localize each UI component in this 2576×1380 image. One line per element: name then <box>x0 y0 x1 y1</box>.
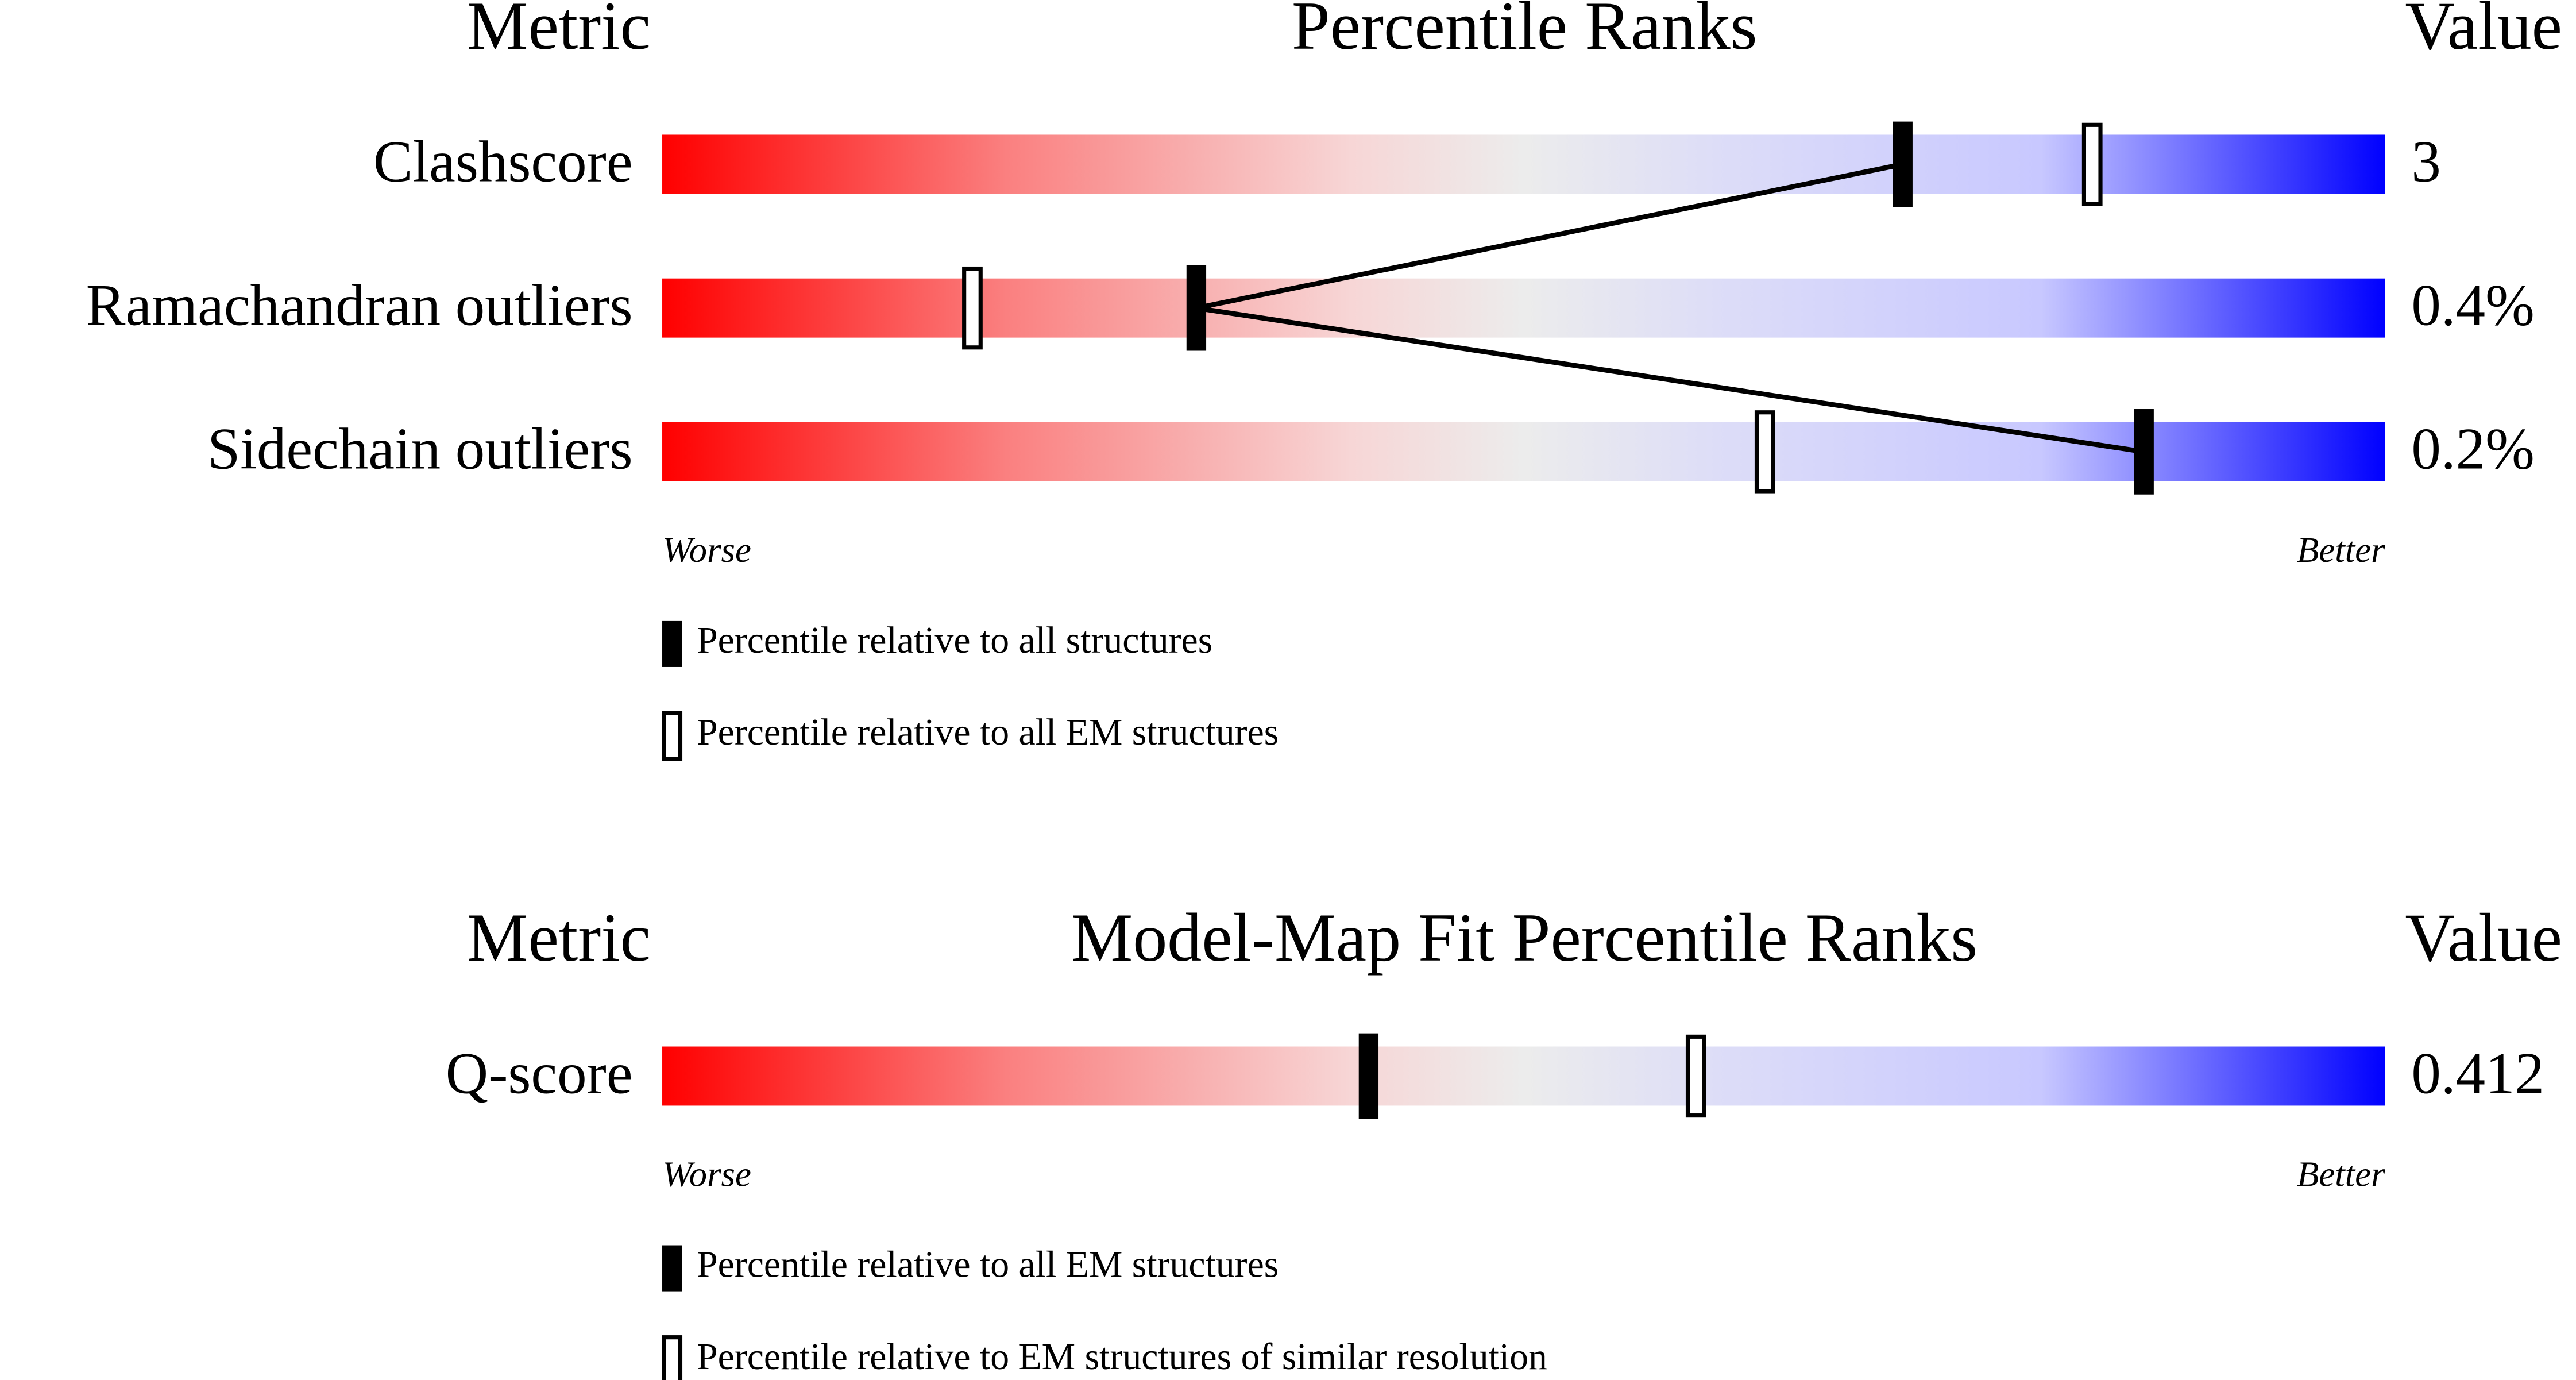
worse-label: Worse <box>662 530 751 570</box>
value-header: Value <box>2405 899 2562 976</box>
value-header: Value <box>2405 0 2562 64</box>
legend-marker <box>662 1245 682 1292</box>
legend-label: Percentile relative to EM structures of … <box>697 1336 1547 1378</box>
better-label: Better <box>2297 1154 2385 1194</box>
connector-line <box>1196 161 1903 311</box>
metric-value: 0.412 <box>2411 1040 2544 1106</box>
legend-label: Percentile relative to all EM structures <box>697 711 1279 753</box>
legend-marker <box>662 620 682 667</box>
chart-title: Model-Map Fit Percentile Ranks <box>1071 899 1978 976</box>
percentile-marker-filled <box>1186 265 1207 351</box>
legend-label: Percentile relative to all structures <box>697 619 1212 661</box>
percentile-marker-hollow <box>2081 122 2103 206</box>
connector-line <box>1196 305 2145 454</box>
metric-label: Clashscore <box>373 129 633 194</box>
percentile-marker-filled <box>2134 409 2154 495</box>
metric-label: Ramachandran outliers <box>86 273 633 338</box>
percentile-marker-hollow <box>962 266 983 350</box>
slider-bar <box>662 422 2385 481</box>
legend-label: Percentile relative to all EM structures <box>697 1244 1279 1286</box>
percentile-marker-filled <box>1358 1033 1379 1119</box>
worse-label: Worse <box>662 1154 751 1194</box>
slider-bar <box>662 278 2385 338</box>
metric-value: 3 <box>2411 129 2440 194</box>
legend-marker <box>662 1335 683 1380</box>
slider-bar <box>662 134 2385 194</box>
percentile-marker-hollow <box>1754 410 1775 494</box>
metric-label: Sidechain outliers <box>207 417 632 482</box>
legend-marker <box>662 711 683 761</box>
slider-bar <box>662 1046 2385 1106</box>
chart-title: Percentile Ranks <box>1292 0 1757 64</box>
metric-value: 0.4% <box>2411 273 2534 338</box>
metric-header: Metric <box>467 0 651 64</box>
percentile-marker-filled <box>1893 121 1913 207</box>
metric-header: Metric <box>467 899 651 976</box>
metric-label: Q-score <box>446 1040 633 1106</box>
better-label: Better <box>2297 530 2385 570</box>
metric-value: 0.2% <box>2411 417 2534 482</box>
percentile-marker-hollow <box>1685 1034 1706 1118</box>
